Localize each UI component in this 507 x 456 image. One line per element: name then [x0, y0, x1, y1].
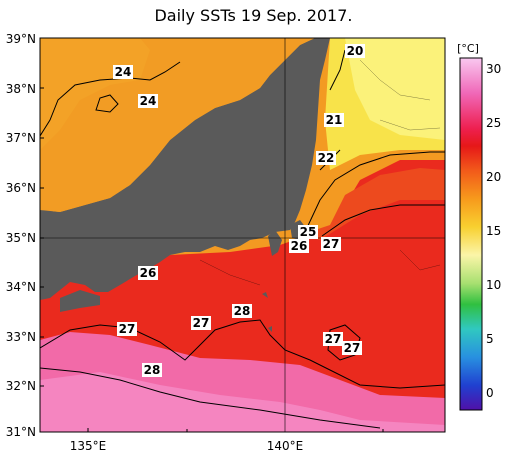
contour-label-bg [324, 113, 344, 127]
contour-label: 27 [119, 322, 136, 336]
contour-label: 26 [291, 239, 308, 253]
colorbar-tick: 10 [486, 278, 501, 292]
contour-label: 22 [318, 151, 335, 165]
contour-label-bg [289, 239, 309, 253]
contour-label: 20 [347, 44, 364, 58]
contour-label-bg [321, 237, 341, 251]
land [40, 38, 330, 332]
colorbar-tick: 15 [486, 224, 501, 238]
lat-label: 33°N [6, 330, 36, 344]
contour-label: 24 [115, 65, 132, 79]
contour-label: 28 [144, 363, 161, 377]
contour-label: 27 [193, 316, 210, 330]
plot-frame [39, 37, 446, 433]
colorbar-tick: 30 [486, 62, 501, 76]
contour-label: 25 [300, 225, 317, 239]
colorbar-tick: 5 [486, 332, 494, 346]
contour-label: 27 [344, 341, 361, 355]
colorbar-unit: [°C] [457, 42, 479, 55]
colorbar-tick: 20 [486, 170, 501, 184]
contour-label: 21 [326, 113, 343, 127]
map-title: Daily SSTs 19 Sep. 2017. [154, 6, 353, 25]
lat-label: 37°N [6, 131, 36, 145]
colorbar-tick: 0 [486, 386, 494, 400]
lat-label: 35°N [6, 231, 36, 245]
lat-label: 36°N [6, 181, 36, 195]
colorbar [459, 57, 483, 411]
lon-label: 140°E [267, 439, 304, 453]
contour-label: 26 [140, 266, 157, 280]
contour-label-bg [298, 225, 318, 239]
lat-label: 32°N [6, 379, 36, 393]
contour-label-bg [345, 44, 365, 58]
contour-label-bg [142, 363, 162, 377]
contour-label-bg [191, 316, 211, 330]
contour-label: 28 [234, 304, 251, 318]
lat-label: 34°N [6, 280, 36, 294]
contour-label: 24 [140, 94, 157, 108]
colorbar-tick: 25 [486, 116, 501, 130]
contour-label-bg [323, 332, 343, 346]
contour-label-bg [138, 94, 158, 108]
contour-label-bg [342, 341, 362, 355]
contour-label-bg [316, 151, 336, 165]
lon-label: 135°E [70, 439, 107, 453]
lat-label: 39°N [6, 32, 36, 46]
contour-label-bg [113, 65, 133, 79]
lat-label: 38°N [6, 82, 36, 96]
contour-label-bg [232, 304, 252, 318]
graticule [40, 38, 445, 432]
contour-label-bg [138, 266, 158, 280]
contour-label: 27 [323, 237, 340, 251]
lat-label: 31°N [6, 425, 36, 439]
contour-label-bg [117, 322, 137, 336]
contour-label: 27 [325, 332, 342, 346]
